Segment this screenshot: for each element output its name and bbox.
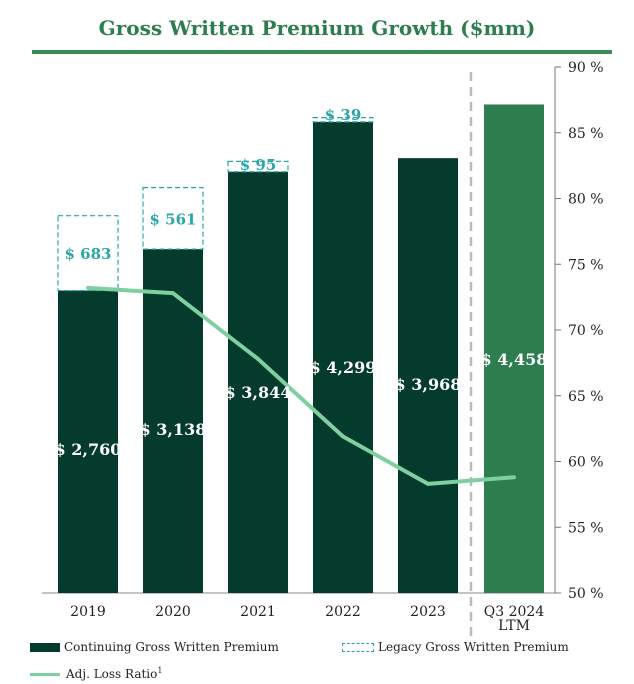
legacy-value-label: $ 39 bbox=[325, 106, 362, 124]
bar-continuing bbox=[398, 158, 458, 593]
x-tick-label: Q3 2024 LTM bbox=[484, 604, 545, 634]
bar-continuing bbox=[484, 104, 544, 593]
bar-legacy bbox=[227, 160, 289, 173]
bar-legacy bbox=[57, 215, 119, 292]
legend-loss-ratio-swatch bbox=[30, 673, 60, 676]
legacy-value-label: $ 95 bbox=[240, 156, 277, 174]
bar-continuing bbox=[313, 121, 373, 594]
continuing-value-label: $ 3,968 bbox=[395, 375, 462, 394]
right-axis-tick-label: 90 % bbox=[568, 60, 604, 76]
right-axis-tick-label: 55 % bbox=[568, 520, 604, 536]
legend-continuing-label: Continuing Gross Written Premium bbox=[64, 640, 279, 654]
continuing-value-label: $ 3,138 bbox=[140, 420, 207, 439]
legacy-value-label: $ 683 bbox=[65, 245, 112, 263]
continuing-value-label: $ 4,299 bbox=[310, 358, 377, 377]
chart-plot: 50 % 55 % 60 % 65 % 70 % 75 % 80 % 85 % 90 % $ 68… bbox=[42, 60, 604, 640]
legend-legacy: Legacy Gross Written Premium bbox=[342, 640, 569, 654]
legend-loss-ratio-label: Adj. Loss Ratio bbox=[66, 667, 158, 681]
legend-legacy-label: Legacy Gross Written Premium bbox=[378, 640, 569, 654]
right-axis-tick-label: 80 % bbox=[568, 192, 604, 208]
bar-continuing bbox=[228, 171, 288, 594]
x-tick-label: 2021 bbox=[240, 604, 276, 620]
right-axis-tick-label: 50 % bbox=[568, 586, 604, 602]
x-tick-label: 2023 bbox=[410, 604, 446, 620]
loss-ratio-line bbox=[86, 285, 516, 486]
title-rule bbox=[32, 50, 612, 54]
x-tick-label: 2022 bbox=[325, 604, 361, 620]
legend-continuing: Continuing Gross Written Premium bbox=[30, 640, 279, 654]
legacy-value-label: $ 561 bbox=[150, 210, 197, 228]
right-axis-tick-label: 65 % bbox=[568, 389, 604, 405]
right-axis-tick-label: 75 % bbox=[568, 257, 604, 273]
chart-title: Gross Written Premium Growth ($mm) bbox=[98, 16, 536, 40]
right-axis-tick-label: 70 % bbox=[568, 323, 604, 339]
legend-loss-ratio: Adj. Loss Ratio1 bbox=[30, 666, 162, 681]
right-axis-tick-label: 85 % bbox=[568, 126, 604, 142]
continuing-value-label: $ 2,760 bbox=[55, 440, 122, 459]
continuing-value-label: $ 4,458 bbox=[481, 350, 548, 369]
x-tick-label: 2019 bbox=[70, 604, 106, 620]
legend-continuing-swatch bbox=[30, 643, 60, 652]
bar-continuing bbox=[58, 290, 118, 593]
right-axis-tick-label: 60 % bbox=[568, 455, 604, 471]
bar-legacy bbox=[142, 187, 204, 250]
continuing-value-label: $ 3,844 bbox=[225, 383, 292, 402]
legend-legacy-swatch bbox=[342, 643, 374, 652]
x-tick-label: 2020 bbox=[155, 604, 191, 620]
legend-footnote: 1 bbox=[157, 666, 163, 675]
